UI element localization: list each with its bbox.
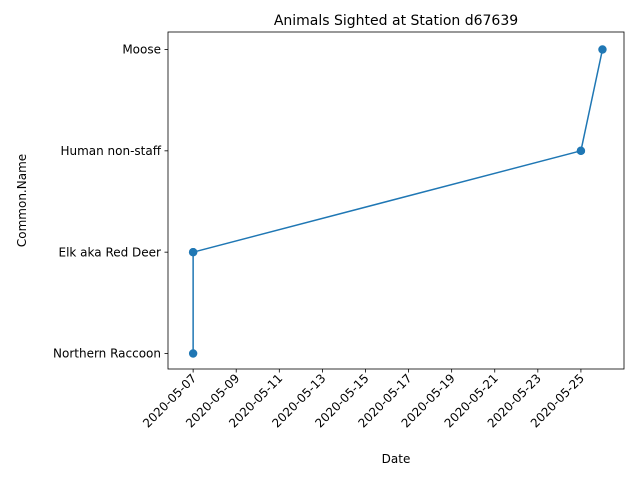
y-tick-label: Northern Raccoon — [53, 347, 161, 361]
data-point — [576, 146, 586, 156]
data-point — [188, 349, 198, 358]
chart-title: Animals Sighted at Station d67639 — [274, 13, 518, 29]
data-point — [188, 247, 198, 257]
y-tick-label: Human non-staff — [60, 144, 161, 158]
y-tick-label: Elk aka Red Deer — [59, 245, 162, 259]
series-line — [192, 49, 604, 354]
axes-frame — [167, 31, 625, 370]
x-axis-label: Date — [382, 452, 411, 466]
y-axis-label: Common.Name — [15, 154, 29, 247]
data-point — [598, 45, 607, 54]
y-tick-label: Moose — [122, 43, 161, 57]
plot-area: Northern Raccoon Elk aka Red Deer Human no… — [53, 31, 625, 430]
